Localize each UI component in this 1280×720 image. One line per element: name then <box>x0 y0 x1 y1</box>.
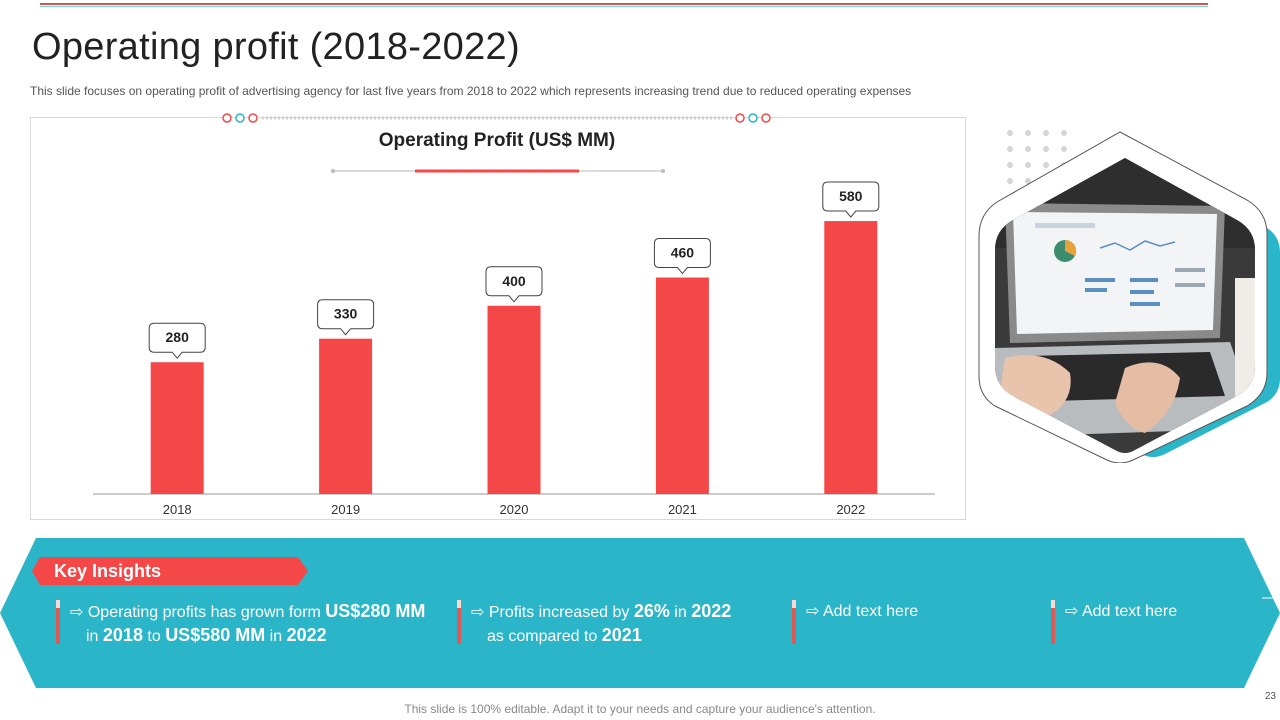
data-label-callout <box>485 266 543 303</box>
data-label-callout <box>148 322 206 360</box>
bars-group: 280 2018 330 2019 400 2020 460 2021 580 2022 <box>148 181 880 517</box>
bar-2020 <box>487 305 541 494</box>
insights-band <box>0 538 1280 688</box>
x-tick-label: 2022 <box>836 502 865 517</box>
data-label-callout <box>317 299 375 336</box>
bar-2019 <box>319 338 373 494</box>
bar-2021 <box>655 277 709 494</box>
arrow-icon: ⇨ <box>1065 603 1079 620</box>
insight-marker <box>1051 600 1055 644</box>
insight-item: ⇨ Add text here <box>792 600 1006 644</box>
insight-marker <box>457 600 461 644</box>
x-tick-label: 2019 <box>331 502 360 517</box>
data-label: 330 <box>334 306 358 322</box>
top-accent-line-secondary <box>40 6 1208 7</box>
underline-dot-left <box>331 169 335 173</box>
insight-marker <box>56 600 60 644</box>
data-label: 460 <box>671 245 695 261</box>
key-insights-ribbon <box>32 557 308 585</box>
bar-2022 <box>824 221 878 494</box>
page-title: Operating profit (2018-2022) <box>32 26 520 68</box>
arrow-icon: ⇨ <box>806 603 820 620</box>
x-tick-label: 2020 <box>500 502 529 517</box>
footer-note: This slide is 100% editable. Adapt it to… <box>404 702 876 716</box>
bar-2018 <box>150 362 204 494</box>
data-label: 580 <box>839 188 863 204</box>
x-tick-label: 2021 <box>668 502 697 517</box>
page-subtitle: This slide focuses on operating profit o… <box>30 84 912 98</box>
laptop-photo <box>978 131 1280 463</box>
data-label: 400 <box>502 273 526 289</box>
bar-chart: 280 2018 330 2019 400 2020 460 2021 580 2022 <box>93 169 935 517</box>
insight-item: ⇨ Add text here <box>1051 600 1265 644</box>
x-tick-label: 2018 <box>163 502 192 517</box>
chart-title: Operating Profit (US$ MM) <box>378 130 616 151</box>
chart-top-decoration <box>222 113 771 123</box>
top-accent-line <box>40 3 1208 5</box>
insight-item: ⇨ Operating profits has grown form US$28… <box>56 600 445 648</box>
data-label-callout <box>822 181 880 218</box>
data-label-callout <box>653 238 711 275</box>
insight-marker <box>792 600 796 644</box>
arrow-icon: ⇨ <box>70 604 84 621</box>
key-insights-heading: Key Insights <box>54 561 162 581</box>
chart-panel: 280 2018 330 2019 400 2020 460 2021 580 2022 <box>30 117 966 520</box>
underline-dot-right <box>661 169 665 173</box>
page-number: 23 <box>1264 691 1276 702</box>
arrow-icon: ⇨ <box>471 604 485 621</box>
data-label: 280 <box>166 329 190 345</box>
insight-item: ⇨ Profits increased by 26% in 2022 as co… <box>457 600 781 648</box>
